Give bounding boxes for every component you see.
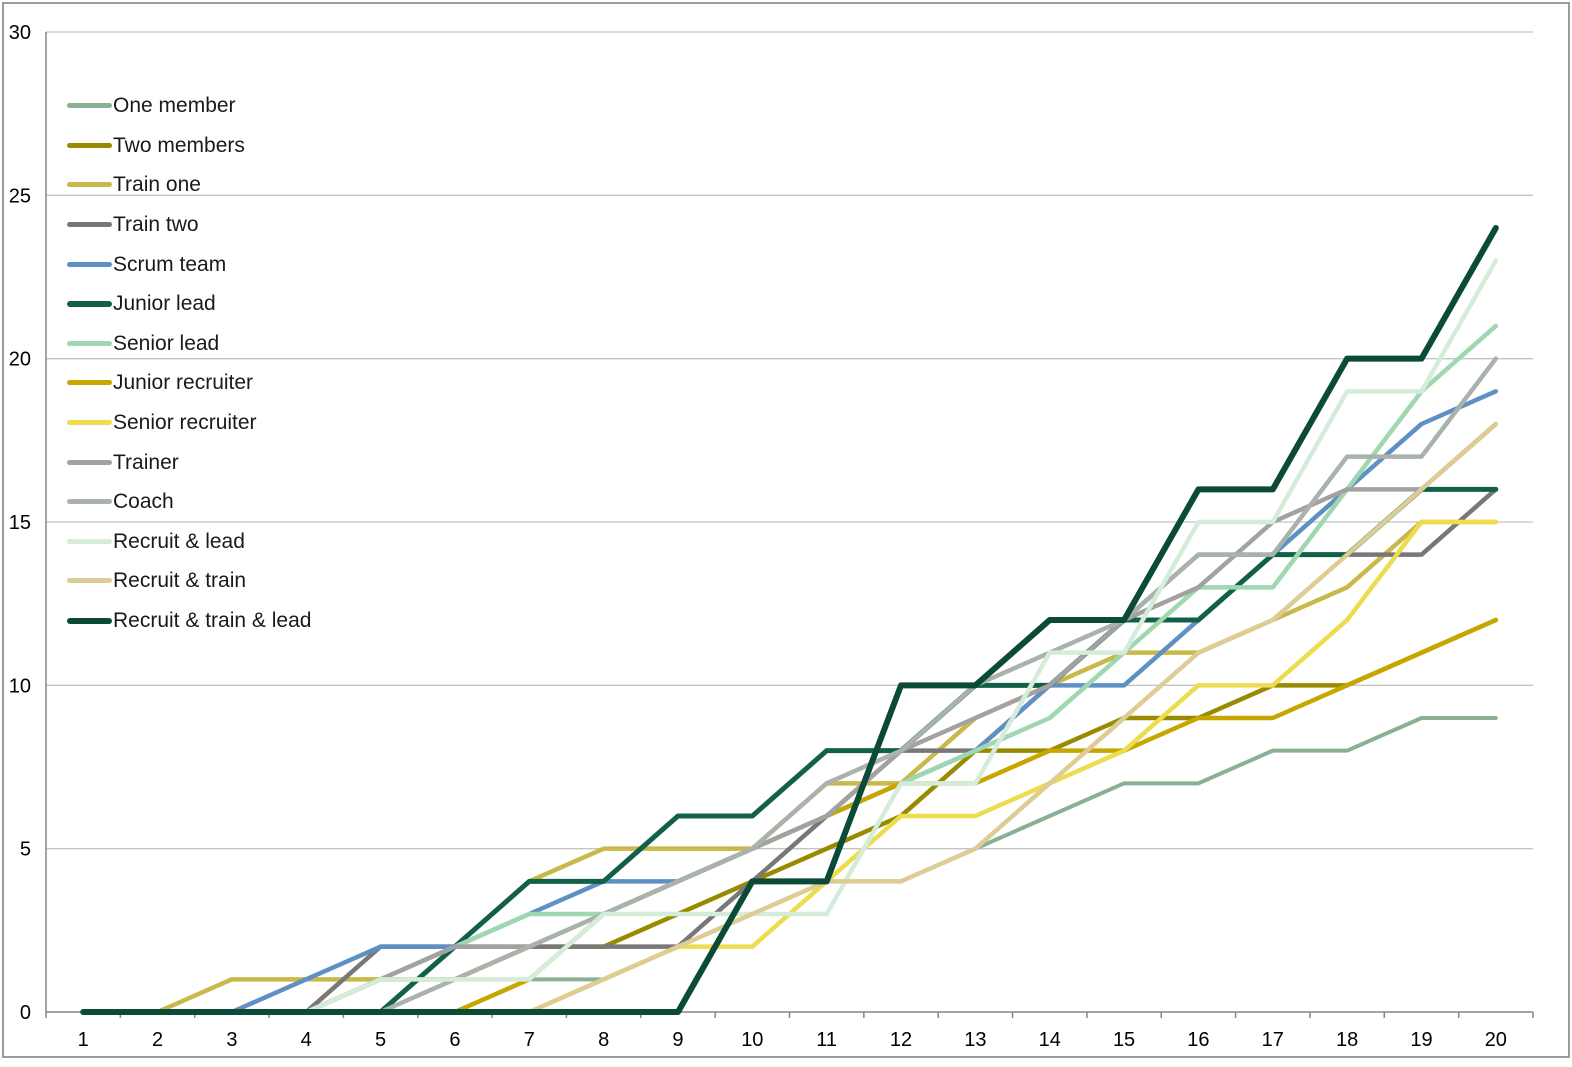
legend-label: One member xyxy=(113,94,236,118)
legend-label: Junior lead xyxy=(113,292,216,316)
x-tick-label: 12 xyxy=(890,1029,912,1051)
y-tick-label: 10 xyxy=(9,675,31,697)
legend-label: Coach xyxy=(113,490,174,514)
legend-swatch-line-icon xyxy=(67,617,112,624)
legend-swatch-line-icon xyxy=(67,420,112,426)
legend-label: Trainer xyxy=(113,450,179,474)
legend-swatch-line-icon xyxy=(67,261,112,267)
x-tick-label: 16 xyxy=(1187,1029,1209,1051)
legend-item: One member xyxy=(67,86,311,126)
legend-swatch-line-icon xyxy=(67,103,112,109)
legend-label: Senior lead xyxy=(113,331,220,355)
y-tick-label: 15 xyxy=(9,512,31,534)
x-tick-label: 8 xyxy=(598,1029,609,1051)
series-line-recruit-lead xyxy=(80,258,1499,1015)
legend-label: Recruit & train & lead xyxy=(113,609,312,633)
y-tick-label: 30 xyxy=(9,22,31,44)
legend-label: Junior recruiter xyxy=(113,371,254,395)
legend-label: Senior recruiter xyxy=(113,411,257,435)
legend-item: Coach xyxy=(67,482,311,522)
legend-item: Train one xyxy=(67,165,311,205)
legend-item: Senior recruiter xyxy=(67,403,311,443)
legend-item: Recruit & lead xyxy=(67,522,311,562)
x-tick-label: 17 xyxy=(1262,1029,1284,1051)
legend-item: Scrum team xyxy=(67,244,311,284)
legend-swatch-line-icon xyxy=(67,499,112,505)
legend-item: Trainer xyxy=(67,442,311,482)
y-tick-label: 0 xyxy=(20,1002,31,1024)
x-tick-label: 7 xyxy=(524,1029,535,1051)
legend-label: Recruit & train xyxy=(113,569,247,593)
legend-swatch-line-icon xyxy=(67,578,112,584)
legend-swatch-line-icon xyxy=(67,300,112,307)
series-line-recruit-train-lead xyxy=(80,225,1499,1015)
legend-swatch-line-icon xyxy=(67,380,112,386)
x-tick-label: 6 xyxy=(449,1029,460,1051)
legend-item: Senior lead xyxy=(67,324,311,364)
legend-item: Recruit & train xyxy=(67,561,311,601)
x-tick-label: 15 xyxy=(1113,1029,1135,1051)
x-tick-label: 2 xyxy=(152,1029,163,1051)
x-tick-label: 13 xyxy=(964,1029,986,1051)
x-tick-label: 14 xyxy=(1039,1029,1061,1051)
x-tick-label: 19 xyxy=(1410,1029,1432,1051)
y-tick-label: 20 xyxy=(9,349,31,371)
x-tick-label: 3 xyxy=(226,1029,237,1051)
legend-item: Junior recruiter xyxy=(67,363,311,403)
legend: One member Two members Train one Train two S… xyxy=(67,86,311,640)
legend-label: Scrum team xyxy=(113,252,227,276)
legend-swatch-line-icon xyxy=(67,222,112,228)
legend-label: Train two xyxy=(113,213,199,237)
y-tick-label: 5 xyxy=(20,839,31,861)
x-tick-label: 1 xyxy=(78,1029,89,1051)
legend-item: Recruit & train & lead xyxy=(67,601,311,641)
x-tick-label: 4 xyxy=(301,1029,312,1051)
x-tick-label: 18 xyxy=(1336,1029,1358,1051)
legend-item: Two members xyxy=(67,126,311,166)
legend-swatch-line-icon xyxy=(67,538,112,544)
legend-swatch-line-icon xyxy=(67,142,112,148)
x-tick-label: 10 xyxy=(741,1029,763,1051)
legend-label: Two members xyxy=(113,133,245,157)
x-tick-label: 5 xyxy=(375,1029,386,1051)
x-tick-label: 11 xyxy=(816,1029,837,1051)
legend-swatch-line-icon xyxy=(67,340,112,346)
legend-item: Junior lead xyxy=(67,284,311,324)
legend-label: Recruit & lead xyxy=(113,529,245,553)
legend-swatch-line-icon xyxy=(67,182,112,188)
legend-item: Train two xyxy=(67,205,311,245)
legend-swatch-line-icon xyxy=(67,459,112,465)
x-tick-label: 9 xyxy=(672,1029,683,1051)
x-tick-label: 20 xyxy=(1485,1029,1507,1051)
legend-label: Train one xyxy=(113,173,201,197)
y-tick-label: 25 xyxy=(9,185,31,207)
